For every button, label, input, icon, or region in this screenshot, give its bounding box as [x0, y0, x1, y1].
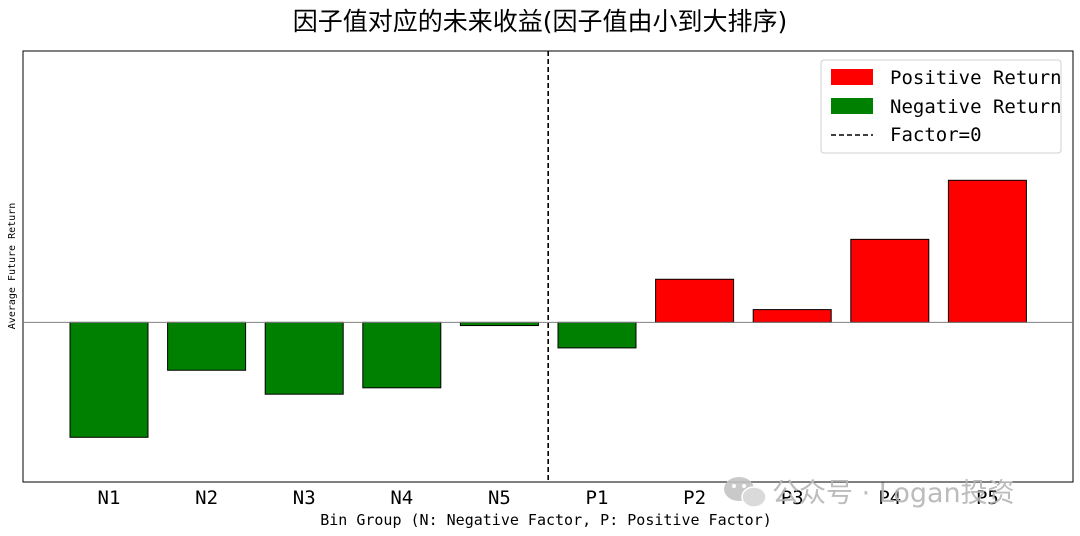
x-tick-p1: P1 — [586, 487, 609, 509]
bar-n3 — [264, 321, 344, 395]
x-tick-labels: N1 N2 N3 N4 N5 P1 P2 P3 P4 P5 — [98, 487, 999, 509]
bar-n2 — [167, 321, 247, 371]
bar-n1 — [69, 321, 149, 438]
bar-p3 — [752, 309, 832, 323]
legend-box — [820, 59, 1062, 154]
legend-swatch-negative — [831, 98, 873, 114]
x-tick-p4: P4 — [878, 487, 901, 509]
y-axis-label: Average Future Return — [7, 203, 18, 329]
x-tick-n4: N4 — [390, 487, 413, 509]
chart-title: 因子值对应的未来收益(因子值由小到大排序) — [292, 7, 788, 36]
x-tick-n3: N3 — [293, 487, 316, 509]
legend-swatch-positive — [831, 69, 873, 85]
bar-p4 — [850, 238, 930, 323]
watermark-text: 公众号 · Logan投资 — [772, 478, 1015, 509]
bar-p2 — [655, 278, 735, 323]
legend: Positive Return Negative Return Factor=0 — [820, 59, 1062, 154]
legend-label-negative: Negative Return — [890, 96, 1062, 118]
legend-label-divider: Factor=0 — [890, 124, 982, 146]
bar-p5 — [947, 179, 1027, 323]
x-tick-n1: N1 — [98, 487, 121, 509]
legend-label-positive: Positive Return — [890, 67, 1062, 89]
x-axis-label: Bin Group (N: Negative Factor, P: Positi… — [320, 511, 772, 529]
wechat-icon — [724, 477, 767, 508]
x-tick-p5: P5 — [976, 487, 999, 509]
watermark: 公众号 · Logan投资 — [724, 477, 1015, 509]
bar-p1 — [557, 321, 637, 349]
bar-n4 — [362, 321, 442, 389]
x-tick-p3: P3 — [781, 487, 804, 509]
x-tick-n2: N2 — [195, 487, 218, 509]
x-tick-n5: N5 — [488, 487, 511, 509]
x-tick-p2: P2 — [683, 487, 706, 509]
